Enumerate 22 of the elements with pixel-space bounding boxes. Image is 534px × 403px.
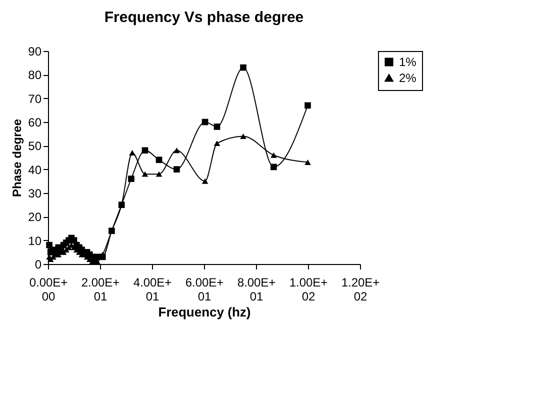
y-tick-label: 30	[28, 186, 42, 200]
legend-label: 1%	[399, 55, 417, 69]
x-tick-label: 6.00E+01	[185, 276, 224, 304]
x-axis-title: Frequency (hz)	[158, 304, 251, 320]
y-tick-label: 70	[28, 92, 42, 106]
x-tick-label: 2.00E+01	[81, 276, 120, 304]
y-axis-title: Phase degree	[10, 118, 24, 198]
x-tick-label: 8.00E+01	[237, 276, 276, 304]
y-tick-label: 40	[28, 162, 42, 177]
chart-title: Frequency Vs phase degree	[104, 9, 304, 26]
y-tick-label: 50	[28, 139, 42, 154]
y-tick-label: 20	[28, 210, 42, 224]
y-tick-label: 0	[34, 258, 42, 272]
legend-label: 2%	[399, 71, 417, 85]
x-tick-label: 1.00E+02	[289, 276, 328, 304]
y-tick-label: 10	[28, 234, 42, 248]
x-tick-label: 1.20E+02	[341, 276, 380, 304]
y-tick-label: 80	[28, 68, 42, 82]
x-tick-label: 0.00E+00	[29, 276, 68, 304]
y-tick-label: 90	[28, 44, 42, 58]
x-tick-label: 4.00E+01	[133, 276, 172, 304]
y-tick-label: 60	[28, 116, 42, 130]
